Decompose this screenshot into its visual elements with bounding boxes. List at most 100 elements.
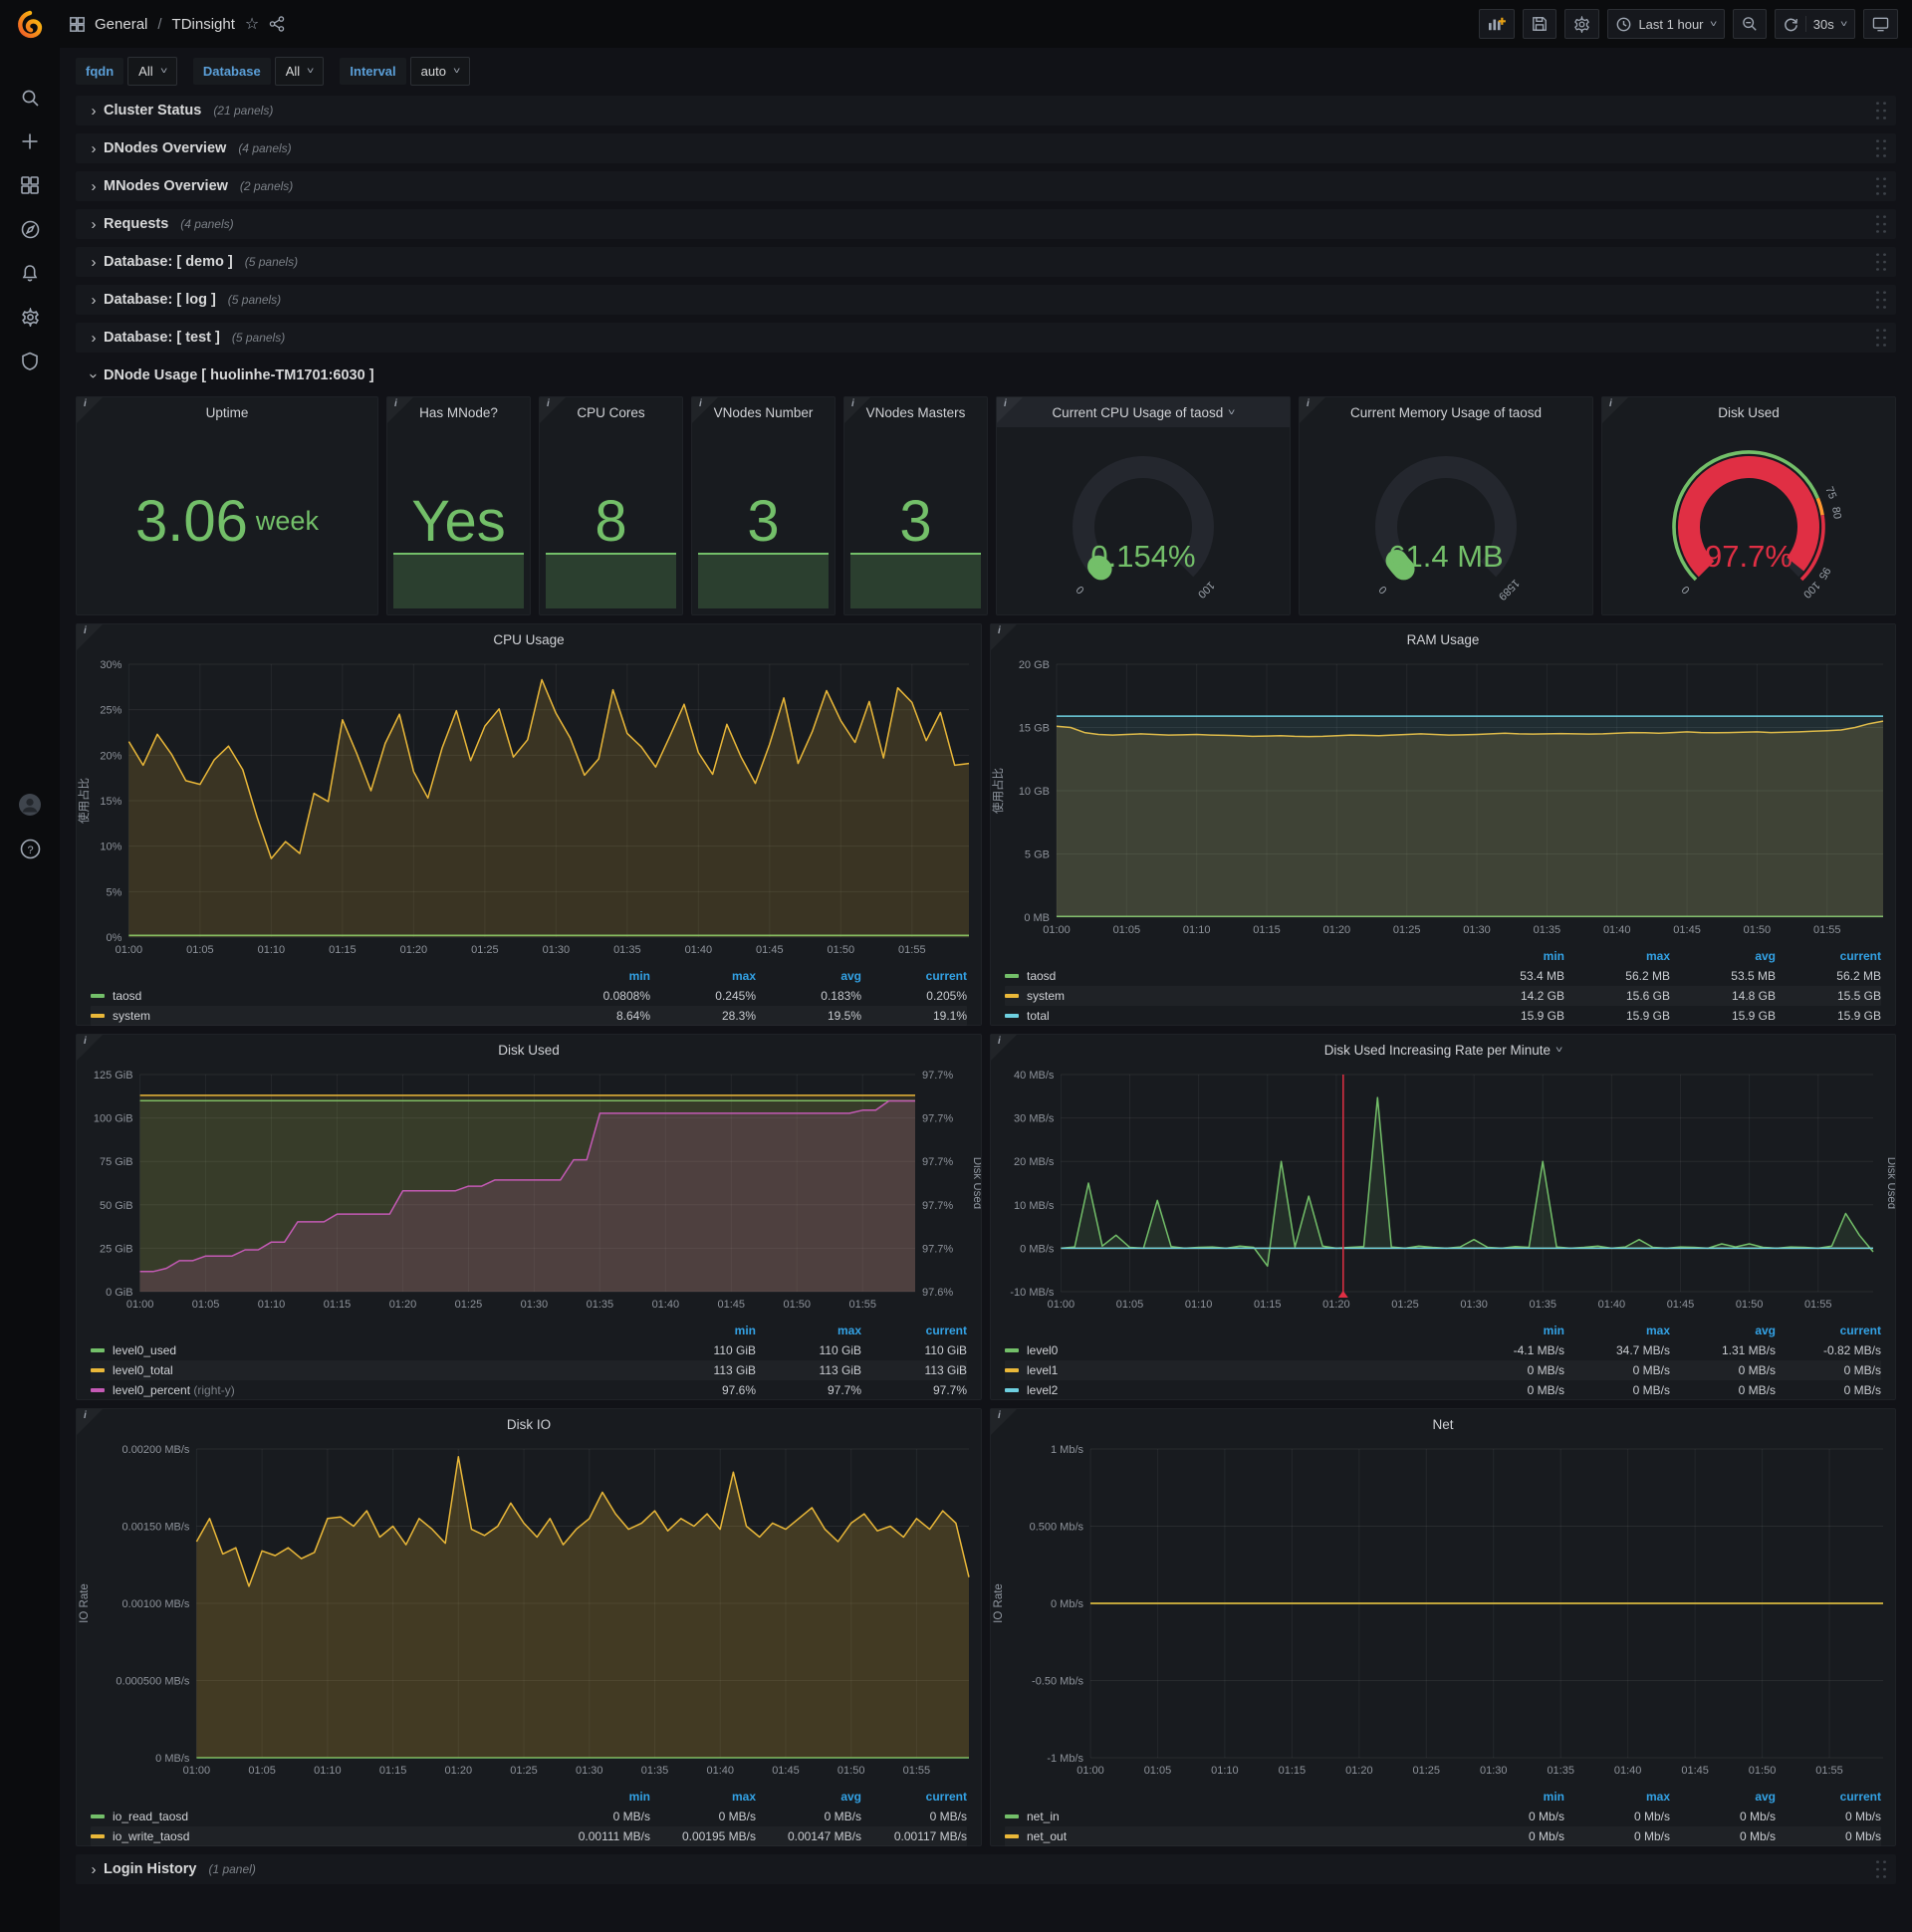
legend-series-name[interactable]: level0_percent (right-y) [113,1383,235,1397]
star-icon[interactable]: ☆ [244,16,260,33]
legend-series-name[interactable]: taosd [1027,969,1057,983]
time-range-picker[interactable]: Last 1 hour ˅ [1607,9,1725,39]
refresh-button[interactable]: 30s ˅ [1774,9,1855,39]
dashboard-row-dnodes-overview[interactable]: › DNodes Overview (4 panels) [76,133,1896,163]
panel-title[interactable]: Has MNode? [419,404,498,420]
grafana-logo[interactable] [0,0,60,52]
dashboard-row-mnodes-overview[interactable]: › MNodes Overview (2 panels) [76,171,1896,201]
row-drag-handle[interactable] [1874,289,1888,311]
row-drag-handle[interactable] [1874,327,1888,349]
dashboard-row-database-demo-[interactable]: › Database: [ demo ] (5 panels) [76,247,1896,277]
legend-series-name[interactable]: level2 [1027,1383,1059,1397]
legend-series-name[interactable]: level1 [1027,1363,1059,1377]
legend-column-min[interactable]: min [1543,949,1564,963]
chart-plot-area[interactable]: 0 MB/s 0.000500 MB/s 0.00100 MB/s 0.00150 M… [77,1439,981,1785]
panel-title[interactable]: Uptime [205,404,249,420]
info-icon[interactable]: i [84,625,87,636]
dashboard-row-database-test-[interactable]: › Database: [ test ] (5 panels) [76,323,1896,353]
save-dashboard-button[interactable] [1523,9,1557,39]
legend-column-min[interactable]: min [1543,1790,1564,1804]
panel-title[interactable]: VNodes Number [713,404,814,420]
info-icon[interactable]: i [84,398,87,409]
legend-column-avg[interactable]: avg [1755,1790,1776,1804]
info-icon[interactable]: i [1307,398,1310,409]
legend-column-min[interactable]: min [1543,1324,1564,1337]
legend-series-name[interactable]: taosd [113,989,142,1003]
legend-series-name[interactable]: level0_used [113,1343,177,1357]
legend-series-name[interactable]: total [1027,1009,1050,1023]
dashboards-icon[interactable] [0,163,60,207]
legend-column-current[interactable]: current [925,969,967,983]
info-icon[interactable]: i [851,398,854,409]
info-icon[interactable]: i [998,625,1001,636]
variable-value-Database[interactable]: All ˅ [274,56,325,86]
create-plus-icon[interactable] [0,120,60,163]
panel-title[interactable]: Disk Used [498,1042,560,1058]
variable-value-Interval[interactable]: auto ˅ [409,56,471,86]
variable-value-fqdn[interactable]: All ˅ [127,56,177,86]
search-icon[interactable] [0,76,60,120]
panel-title[interactable]: CPU Cores [577,404,645,420]
info-icon[interactable]: i [84,1036,87,1047]
dashboard-row-database-log-[interactable]: › Database: [ log ] (5 panels) [76,285,1896,315]
legend-column-max[interactable]: max [1645,949,1670,963]
legend-series-name[interactable]: level0 [1027,1343,1059,1357]
legend-column-min[interactable]: min [734,1324,756,1337]
legend-column-avg[interactable]: avg [840,1790,861,1804]
legend-column-max[interactable]: max [731,1790,756,1804]
legend-column-avg[interactable]: avg [840,969,861,983]
dashboard-row-login-history[interactable]: › Login History (1 panel) [76,1854,1896,1884]
info-icon[interactable]: i [1004,398,1007,409]
dashboard-row-requests[interactable]: › Requests (4 panels) [76,209,1896,239]
panel-title[interactable]: Net [1432,1416,1454,1432]
legend-column-max[interactable]: max [1645,1790,1670,1804]
add-panel-button[interactable] [1479,9,1516,39]
explore-compass-icon[interactable] [0,207,60,251]
legend-column-avg[interactable]: avg [1755,1324,1776,1337]
info-icon[interactable]: i [394,398,397,409]
chart-plot-area[interactable]: 0 MB 5 GB 10 GB 15 GB 20 GB 01:00 01:05 01:10 01… [991,654,1895,944]
row-drag-handle[interactable] [1874,251,1888,273]
panel-title[interactable]: Disk Used [1718,404,1780,420]
legend-series-name[interactable]: io_read_taosd [113,1810,189,1823]
info-icon[interactable]: i [1609,398,1612,409]
dashboard-settings-button[interactable] [1564,9,1600,39]
dashboard-row-cluster-status[interactable]: › Cluster Status (21 panels) [76,96,1896,125]
legend-column-current[interactable]: current [925,1324,967,1337]
server-admin-shield-icon[interactable] [0,339,60,382]
panel-title[interactable]: Current Memory Usage of taosd [1349,404,1543,420]
chart-plot-area[interactable]: 0 GiB 97.6% 25 GiB 97.7% 50 GiB 97.7% 75 GiB 97… [77,1065,983,1319]
chart-plot-area[interactable]: -1 Mb/s -0.50 Mb/s 0 Mb/s 0.500 Mb/s 1 Mb/s 0… [991,1439,1895,1785]
panel-title[interactable]: Current CPU Usage of taosd ˅ [997,397,1290,427]
panel-title[interactable]: Disk Used Increasing Rate per Minute ˅ [1323,1042,1563,1058]
legend-column-avg[interactable]: avg [1755,949,1776,963]
chart-plot-area[interactable]: 0% 5% 10% 15% 20% 25% 30% 01:00 01:05 01:10 01:15 0… [77,654,981,964]
variable-label-Database[interactable]: Database [192,57,271,85]
legend-column-current[interactable]: current [925,1790,967,1804]
legend-column-current[interactable]: current [1839,1790,1881,1804]
panel-title[interactable]: RAM Usage [1406,631,1480,647]
legend-column-max[interactable]: max [836,1324,861,1337]
cycle-view-mode-button[interactable] [1863,9,1898,39]
row-dnode-usage[interactable]: › DNode Usage [ huolinhe-TM1701:6030 ] [76,361,1896,390]
info-icon[interactable]: i [84,1410,87,1421]
row-drag-handle[interactable] [1874,213,1888,235]
legend-series-name[interactable]: system [1027,989,1066,1003]
user-avatar[interactable] [0,783,60,827]
legend-column-current[interactable]: current [1839,1324,1881,1337]
panel-title[interactable]: VNodes Masters [865,404,966,420]
legend-series-name[interactable]: system [113,1009,151,1023]
breadcrumb-dashboard[interactable]: TDinsight [171,15,235,33]
legend-column-current[interactable]: current [1839,949,1881,963]
info-icon[interactable]: i [699,398,702,409]
legend-column-min[interactable]: min [628,969,650,983]
info-icon[interactable]: i [547,398,550,409]
panel-title[interactable]: Disk IO [506,1416,552,1432]
row-drag-handle[interactable] [1874,100,1888,121]
breadcrumb-folder[interactable]: General [95,15,148,33]
variable-label-Interval[interactable]: Interval [340,57,406,85]
help-icon[interactable]: ? [0,827,60,870]
info-icon[interactable]: i [998,1410,1001,1421]
row-drag-handle[interactable] [1874,175,1888,197]
legend-series-name[interactable]: net_in [1027,1810,1060,1823]
